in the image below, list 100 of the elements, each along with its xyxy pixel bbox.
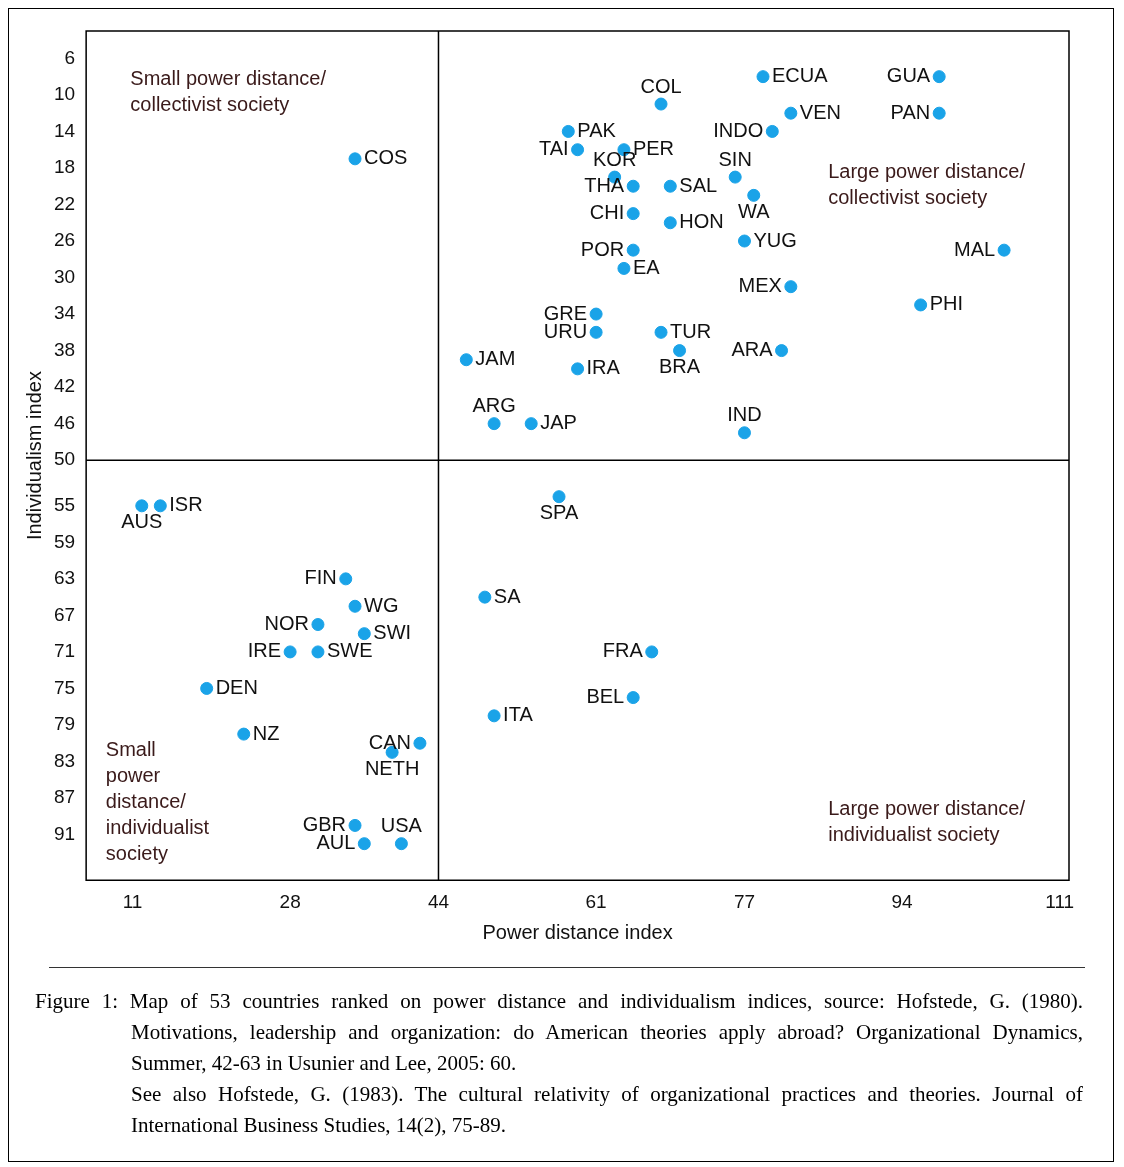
point <box>673 344 687 358</box>
point <box>459 353 473 367</box>
point <box>626 691 640 705</box>
annotation: YUG <box>753 228 797 251</box>
annotation: TUR <box>670 319 712 342</box>
annotation: Large power distance/ individualist society <box>828 797 1026 846</box>
point <box>348 152 362 166</box>
y-tick-label: 71 <box>53 640 76 662</box>
annotation: THA <box>584 173 625 196</box>
annotation: BRA <box>659 355 701 378</box>
point <box>663 216 677 230</box>
annotation: VEN <box>799 100 841 123</box>
annotation: ISR <box>169 493 203 516</box>
point <box>348 818 362 832</box>
point <box>524 417 538 431</box>
point <box>283 645 297 659</box>
annotation: SAL <box>679 173 718 196</box>
y-tick-label: 79 <box>53 713 76 735</box>
annotation: COL <box>640 74 682 97</box>
point <box>737 234 751 248</box>
point <box>348 599 362 613</box>
point <box>357 627 371 641</box>
y-tick-label: 87 <box>53 786 76 808</box>
point <box>784 106 798 120</box>
point <box>645 645 659 659</box>
x-tick-label: 11 <box>122 890 143 912</box>
point <box>394 837 408 851</box>
annotation: EA <box>632 255 661 278</box>
point <box>617 261 631 275</box>
annotation: DEN <box>215 675 258 698</box>
point <box>339 572 353 586</box>
point <box>357 837 371 851</box>
x-tick-label: 94 <box>891 890 914 912</box>
annotation: FRA <box>602 639 644 662</box>
point <box>626 243 640 257</box>
point <box>571 143 585 157</box>
x-tick-label: 111 <box>1045 890 1075 912</box>
annotation: WG <box>364 593 399 616</box>
annotation: NETH <box>364 756 420 779</box>
annotation: GUA <box>886 64 931 87</box>
point <box>932 70 946 84</box>
point <box>311 618 325 632</box>
point <box>654 325 668 339</box>
annotation: ITA <box>503 703 534 726</box>
point <box>932 106 946 120</box>
y-tick-label: 55 <box>53 494 76 516</box>
annotation: ECUA <box>772 64 829 87</box>
point <box>997 243 1011 257</box>
y-tick-label: 34 <box>53 302 76 324</box>
point <box>413 736 427 750</box>
annotation: POR <box>580 237 625 260</box>
annotation: SIN <box>718 147 752 170</box>
y-tick-label: 30 <box>53 265 76 287</box>
y-tick-label: 59 <box>53 530 76 552</box>
annotation: FIN <box>304 566 337 589</box>
annotation: Small power distance/ collectivist society <box>130 66 327 115</box>
annotation: PHI <box>929 292 963 315</box>
annotation: AUS <box>121 510 163 533</box>
y-tick-label: 38 <box>53 338 76 360</box>
point <box>311 645 325 659</box>
annotation: NZ <box>252 721 280 744</box>
y-tick-label: 91 <box>53 822 76 844</box>
y-tick-label: 67 <box>53 603 76 625</box>
point <box>654 97 668 111</box>
x-tick-label: 77 <box>733 890 756 912</box>
annotation: IND <box>727 403 762 426</box>
point <box>478 590 492 604</box>
annotation: Small power distance/ individualist society <box>105 737 210 864</box>
annotation: IRE <box>247 639 282 662</box>
point <box>552 490 566 504</box>
x-tick-label: 28 <box>279 890 301 912</box>
y-tick-label: 42 <box>53 375 76 397</box>
annotation: NOR <box>264 612 309 635</box>
annotation: Large power distance/ collectivist society <box>828 160 1026 209</box>
caption: Figure 1: Map of 53 countries ranked on power distance and individualism indices, source: Hofstede, G. (1980). Motivations, leadership and organization: do American theories apply abroad? Organizational Dynamics, Summer, 42-63 in Usunier and Lee, 2005: 60. <box>35 988 1083 1077</box>
point <box>756 70 770 84</box>
point <box>626 207 640 221</box>
annotation: INDO <box>713 118 764 141</box>
annotation: BEL <box>586 685 625 708</box>
text: See also Hofstede, G. (1983). The cultural relativity of organizational practices and theories. Journal of International Business Studies, 14(2), 75-89. <box>130 1081 1083 1139</box>
point <box>784 280 798 294</box>
point <box>626 179 640 193</box>
annotation: TAI <box>538 137 569 160</box>
annotation: SWI <box>373 621 412 644</box>
annotation: SWE <box>326 639 373 662</box>
point <box>487 417 501 431</box>
annotation: ARA <box>731 338 774 361</box>
point <box>775 344 789 358</box>
annotation: PAK <box>577 118 617 141</box>
point <box>135 499 149 513</box>
y-axis-title: Individualism index <box>22 371 45 541</box>
x-tick-label: 61 <box>585 890 607 912</box>
point <box>728 170 742 184</box>
point <box>200 681 214 695</box>
y-tick-label: 10 <box>53 83 76 105</box>
annotation: CAN <box>368 730 411 753</box>
point <box>663 179 677 193</box>
annotation: CHI <box>589 201 625 224</box>
y-tick-label: 22 <box>53 192 76 214</box>
y-tick-label: 83 <box>53 749 76 771</box>
